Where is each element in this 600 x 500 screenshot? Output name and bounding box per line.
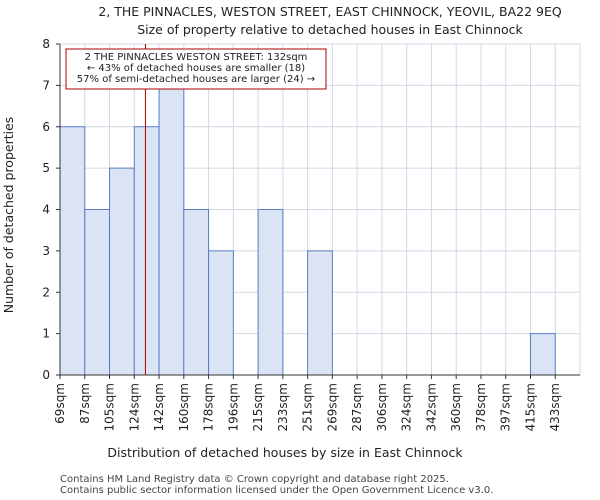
x-tick-label: 160sqm	[177, 383, 191, 431]
x-tick-label: 324sqm	[400, 383, 414, 431]
bar-124sqm	[133, 126, 160, 376]
y-tick-label: 0	[42, 368, 50, 382]
x-tick-label: 105sqm	[103, 383, 117, 431]
x-tick-label: 87sqm	[78, 383, 92, 424]
annotation-line-2: ← 43% of detached houses are smaller (18…	[87, 63, 305, 74]
chart-title: 2, THE PINNACLES, WESTON STREET, EAST CH…	[98, 4, 562, 19]
y-tick-label: 3	[42, 244, 50, 258]
x-axis: 69sqm 87sqm 105sqm 124sqm 142sqm 160sqm 178sqm…	[53, 375, 562, 431]
bar-160sqm	[183, 209, 210, 376]
y-tick-label: 7	[42, 78, 50, 92]
bar-215sqm	[257, 209, 284, 376]
x-tick-label: 124sqm	[127, 383, 141, 431]
y-tick-label: 4	[42, 203, 50, 217]
y-axis: 0 1 2 3 4 5 6 7 8	[42, 37, 60, 382]
x-tick-label: 378sqm	[474, 383, 488, 431]
bar-69sqm	[59, 126, 86, 376]
annotation-line-3: 57% of semi-detached houses are larger (…	[77, 74, 315, 85]
x-tick-label: 415sqm	[523, 383, 537, 431]
x-tick-label: 360sqm	[449, 383, 463, 431]
x-tick-label: 306sqm	[375, 383, 389, 431]
bar-105sqm	[109, 167, 135, 376]
x-tick-label: 251sqm	[301, 383, 315, 431]
annotation-box: 2 THE PINNACLES WESTON STREET: 132sqm ← …	[65, 48, 327, 90]
chart-subtitle: Size of property relative to detached ho…	[137, 22, 523, 37]
annotation-line-1: 2 THE PINNACLES WESTON STREET: 132sqm	[85, 52, 308, 63]
y-tick-label: 2	[42, 285, 50, 299]
x-tick-label: 215sqm	[251, 383, 265, 431]
y-tick-label: 5	[42, 161, 50, 175]
x-tick-label: 142sqm	[152, 383, 166, 431]
annotation-border	[65, 48, 327, 90]
x-tick-label: 233sqm	[276, 383, 290, 431]
x-tick-label: 196sqm	[226, 383, 240, 431]
y-tick-label: 8	[42, 37, 50, 51]
x-tick-label: 269sqm	[325, 383, 339, 431]
x-tick-label: 397sqm	[499, 383, 513, 431]
x-tick-label: 178sqm	[202, 383, 216, 431]
x-tick-label: 287sqm	[350, 383, 364, 431]
bar-87sqm	[84, 209, 111, 376]
x-axis-label: Distribution of detached houses by size …	[107, 445, 463, 460]
bar-415sqm	[529, 333, 556, 376]
footer-licence: Contains public sector information licen…	[60, 485, 494, 496]
y-axis-label: Number of detached properties	[1, 117, 16, 314]
y-tick-label: 1	[42, 327, 50, 341]
bar-142sqm	[158, 84, 185, 376]
y-tick-label: 6	[42, 120, 50, 134]
bars	[59, 84, 556, 376]
x-tick-label: 69sqm	[53, 383, 67, 424]
bar-251sqm	[307, 250, 333, 376]
bar-178sqm	[208, 250, 234, 376]
footer-copyright: Contains HM Land Registry data © Crown c…	[60, 474, 449, 485]
x-tick-label: 433sqm	[548, 383, 562, 431]
x-tick-label: 342sqm	[424, 383, 438, 431]
